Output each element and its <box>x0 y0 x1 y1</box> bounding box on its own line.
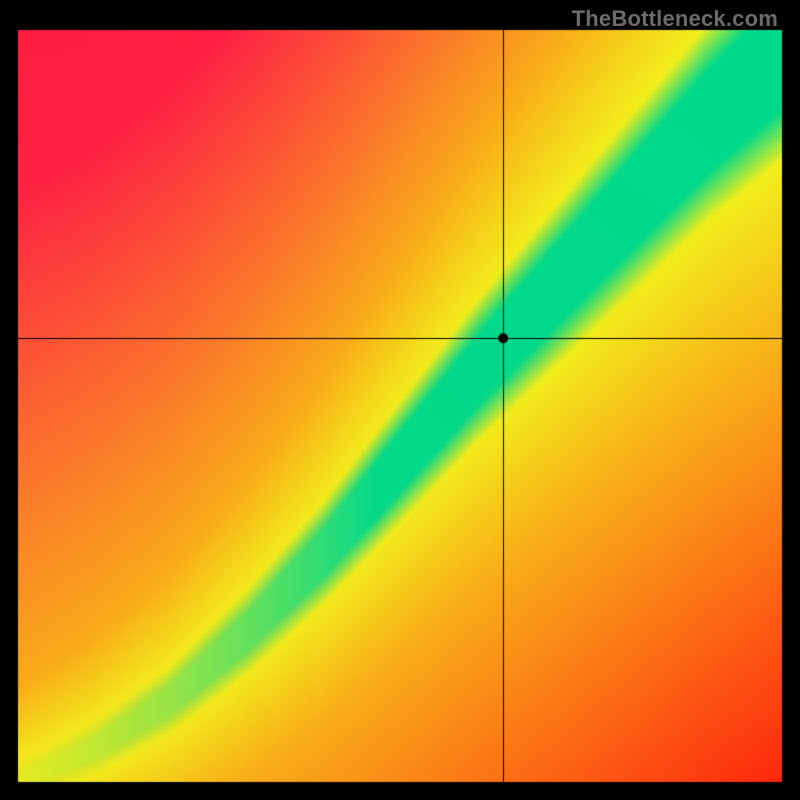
bottleneck-heatmap <box>0 0 800 800</box>
watermark-text: TheBottleneck.com <box>572 6 778 32</box>
